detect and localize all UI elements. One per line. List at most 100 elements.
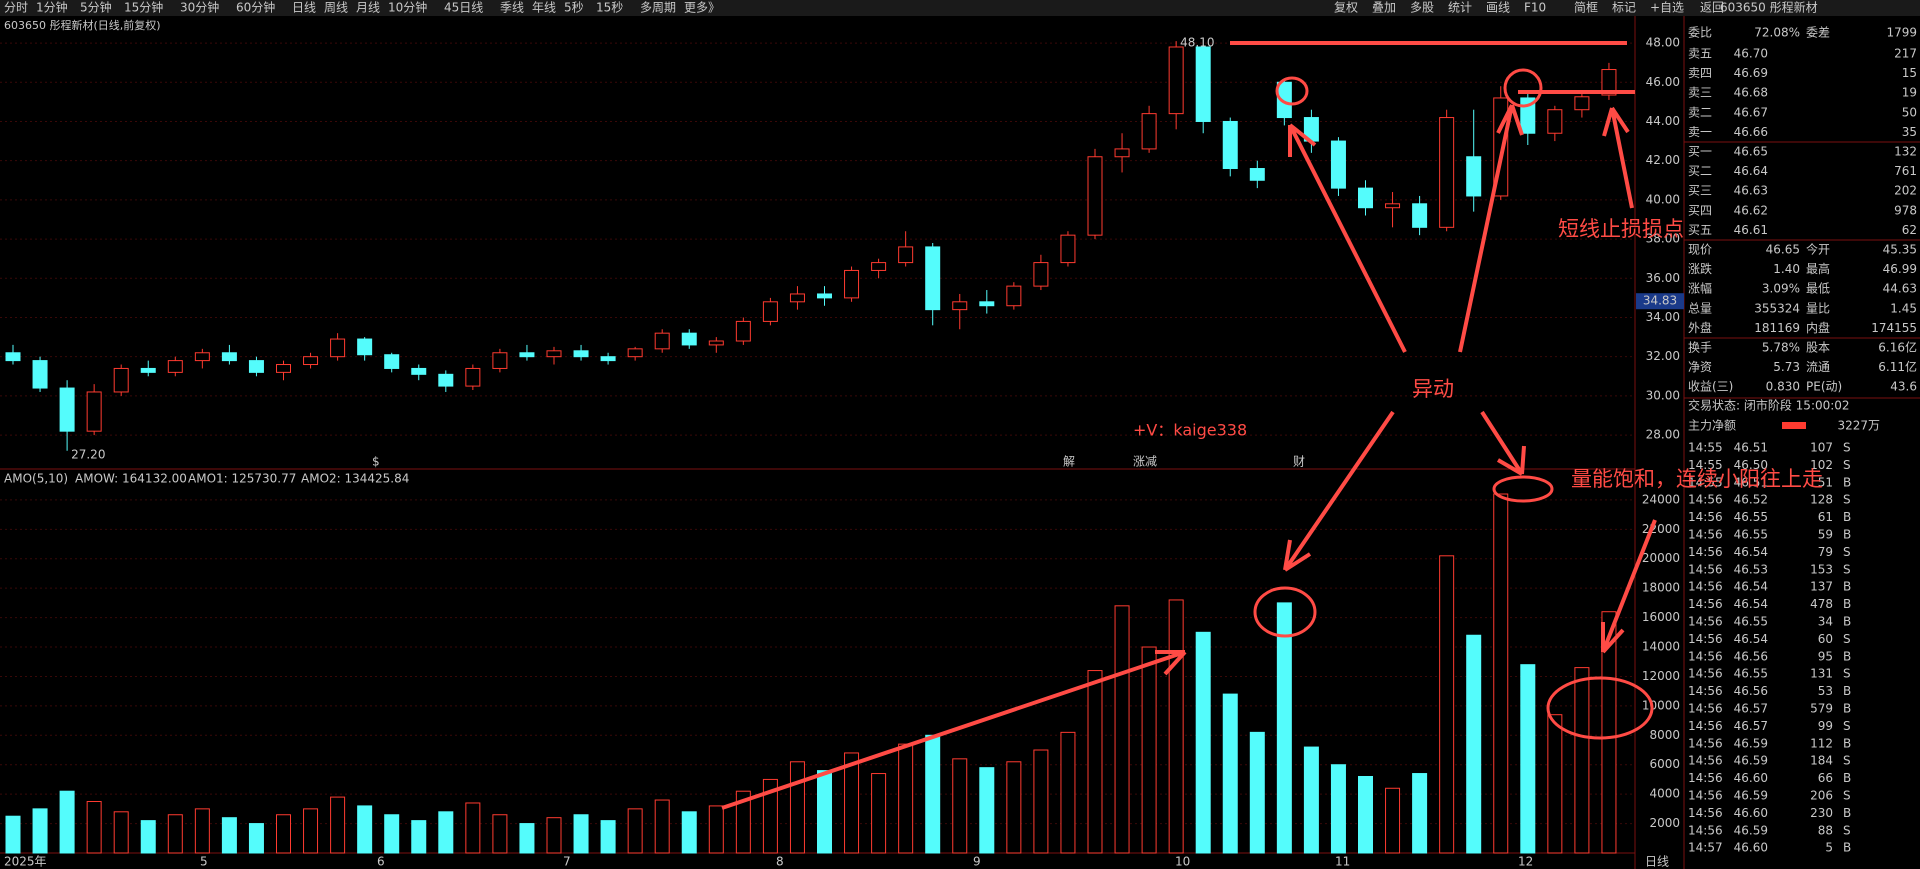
y-tick-label: 36.00 [1646, 271, 1680, 285]
tool-button[interactable]: 叠加 [1372, 1, 1396, 15]
panel-cell: 217 [1894, 47, 1917, 61]
panel-cell: 14:55 [1688, 475, 1723, 489]
tool-button[interactable]: 复权 [1334, 1, 1358, 15]
panel-cell: B [1843, 841, 1851, 855]
tool-button[interactable]: 多股 [1410, 1, 1434, 15]
volume-bar [952, 758, 968, 854]
period-tab[interactable]: 30分钟 [180, 0, 219, 15]
panel-cell: 46.59 [1734, 754, 1768, 768]
y-tick-label: 34.00 [1646, 310, 1680, 324]
panel-cell: 137 [1810, 580, 1833, 594]
panel-cell: 46.59 [1734, 823, 1768, 837]
period-tab[interactable]: 日线 [292, 1, 316, 15]
volume-bar [1006, 761, 1022, 854]
volume-bar [654, 799, 670, 854]
event-marker[interactable]: 解 [1063, 455, 1075, 469]
tool-button[interactable]: 统计 [1448, 1, 1472, 15]
candle-body [1222, 120, 1238, 170]
volume-bar [32, 808, 48, 854]
panel-cell: 46.99 [1883, 262, 1917, 276]
volume-bar [357, 805, 373, 854]
panel-cell: 478 [1810, 597, 1833, 611]
period-tab[interactable]: 月线 [356, 1, 380, 15]
volume-bar [546, 817, 562, 854]
candle-body [681, 332, 697, 346]
panel-cell: 净资 [1688, 360, 1712, 374]
panel-cell: 61 [1818, 510, 1833, 524]
candle-body [357, 338, 373, 356]
panel-cell: 14:56 [1688, 649, 1723, 663]
candle-body [1195, 46, 1211, 122]
panel-cell: 206 [1810, 789, 1833, 803]
panel-cell: 46.68 [1734, 86, 1768, 100]
period-tab[interactable]: 季线 [500, 1, 524, 15]
tool-button[interactable]: 简框 [1574, 1, 1598, 15]
period-tab[interactable]: 1分钟 [36, 0, 68, 15]
volume-bar [735, 790, 751, 854]
event-marker[interactable]: 涨减 [1133, 454, 1157, 469]
candle-body [303, 356, 319, 366]
period-tab[interactable]: 5秒 [564, 1, 584, 15]
panel-cell: 14:56 [1688, 789, 1723, 803]
period-tab[interactable]: 多周期 [640, 1, 676, 15]
period-tab[interactable]: 分时 [4, 1, 28, 15]
candle-body [817, 293, 832, 299]
panel-cell: 34 [1818, 615, 1833, 629]
candle-body [248, 360, 264, 373]
period-tab[interactable]: 15秒 [596, 1, 623, 15]
event-marker[interactable]: 财 [1293, 455, 1305, 469]
period-tab[interactable]: 周线 [324, 1, 348, 15]
y-tick-label: 8000 [1649, 728, 1680, 742]
event-marker[interactable]: $ [372, 455, 380, 469]
panel-cell: 19 [1902, 86, 1917, 100]
panel-cell: 79 [1818, 545, 1833, 559]
tool-button[interactable]: 返回 [1700, 1, 1724, 15]
panel-cell: 3.09% [1762, 282, 1800, 296]
volume-bar [627, 808, 643, 854]
candle-body [1033, 262, 1049, 287]
candle-body [140, 367, 156, 373]
volume-bar [1087, 670, 1103, 854]
panel-cell: 股本 [1806, 341, 1830, 355]
panel-cell: 14:55 [1688, 458, 1723, 472]
volume-bar [1439, 555, 1455, 854]
panel-cell: B [1843, 649, 1851, 663]
panel-cell: 46.61 [1734, 223, 1768, 237]
date-label: 5 [200, 855, 208, 869]
panel-cell: 99 [1818, 719, 1833, 733]
period-tab[interactable]: 5分钟 [80, 0, 112, 15]
period-tab[interactable]: 60分钟 [236, 0, 275, 15]
candle-body [1087, 156, 1103, 236]
y-tick-label: 16000 [1642, 610, 1680, 624]
volume-bar [925, 734, 941, 854]
volume-bar [384, 814, 400, 854]
panel-cell: 最高 [1806, 261, 1830, 276]
tool-button[interactable]: F10 [1524, 1, 1546, 15]
volume-bar [492, 814, 508, 854]
period-tab[interactable]: 年线 [532, 1, 556, 15]
period-tab[interactable]: 10分钟 [388, 0, 427, 15]
panel-cell: B [1843, 510, 1851, 524]
volume-bar [248, 823, 264, 854]
indicator-label: AMO2: 134425.84 [301, 472, 409, 486]
highlight-circle [1253, 586, 1317, 638]
period-tab[interactable]: 15分钟 [124, 0, 163, 15]
candle-body [925, 246, 941, 311]
panel-header: 603650 彤程新材 [1720, 0, 1818, 15]
panel-cell: 46.60 [1734, 806, 1768, 820]
period-tab[interactable]: 更多》 [684, 1, 720, 15]
y-tick-label: 12000 [1642, 669, 1680, 683]
annotation: +V：kaige338 [1133, 421, 1247, 440]
volume-bar [1466, 634, 1482, 854]
tool-button[interactable]: 标记 [1612, 1, 1636, 15]
panel-cell: 43.6 [1890, 380, 1917, 394]
tool-button[interactable]: 画线 [1486, 1, 1510, 15]
arrow [1458, 104, 1524, 353]
volume-bar [194, 808, 210, 854]
tool-button[interactable]: +自选 [1650, 1, 1684, 15]
panel-cell: 46.54 [1734, 597, 1768, 611]
volume-bar [330, 796, 346, 854]
period-tab[interactable]: 45日线 [444, 1, 483, 15]
candle-body [844, 269, 860, 299]
candle-body [1466, 156, 1482, 197]
